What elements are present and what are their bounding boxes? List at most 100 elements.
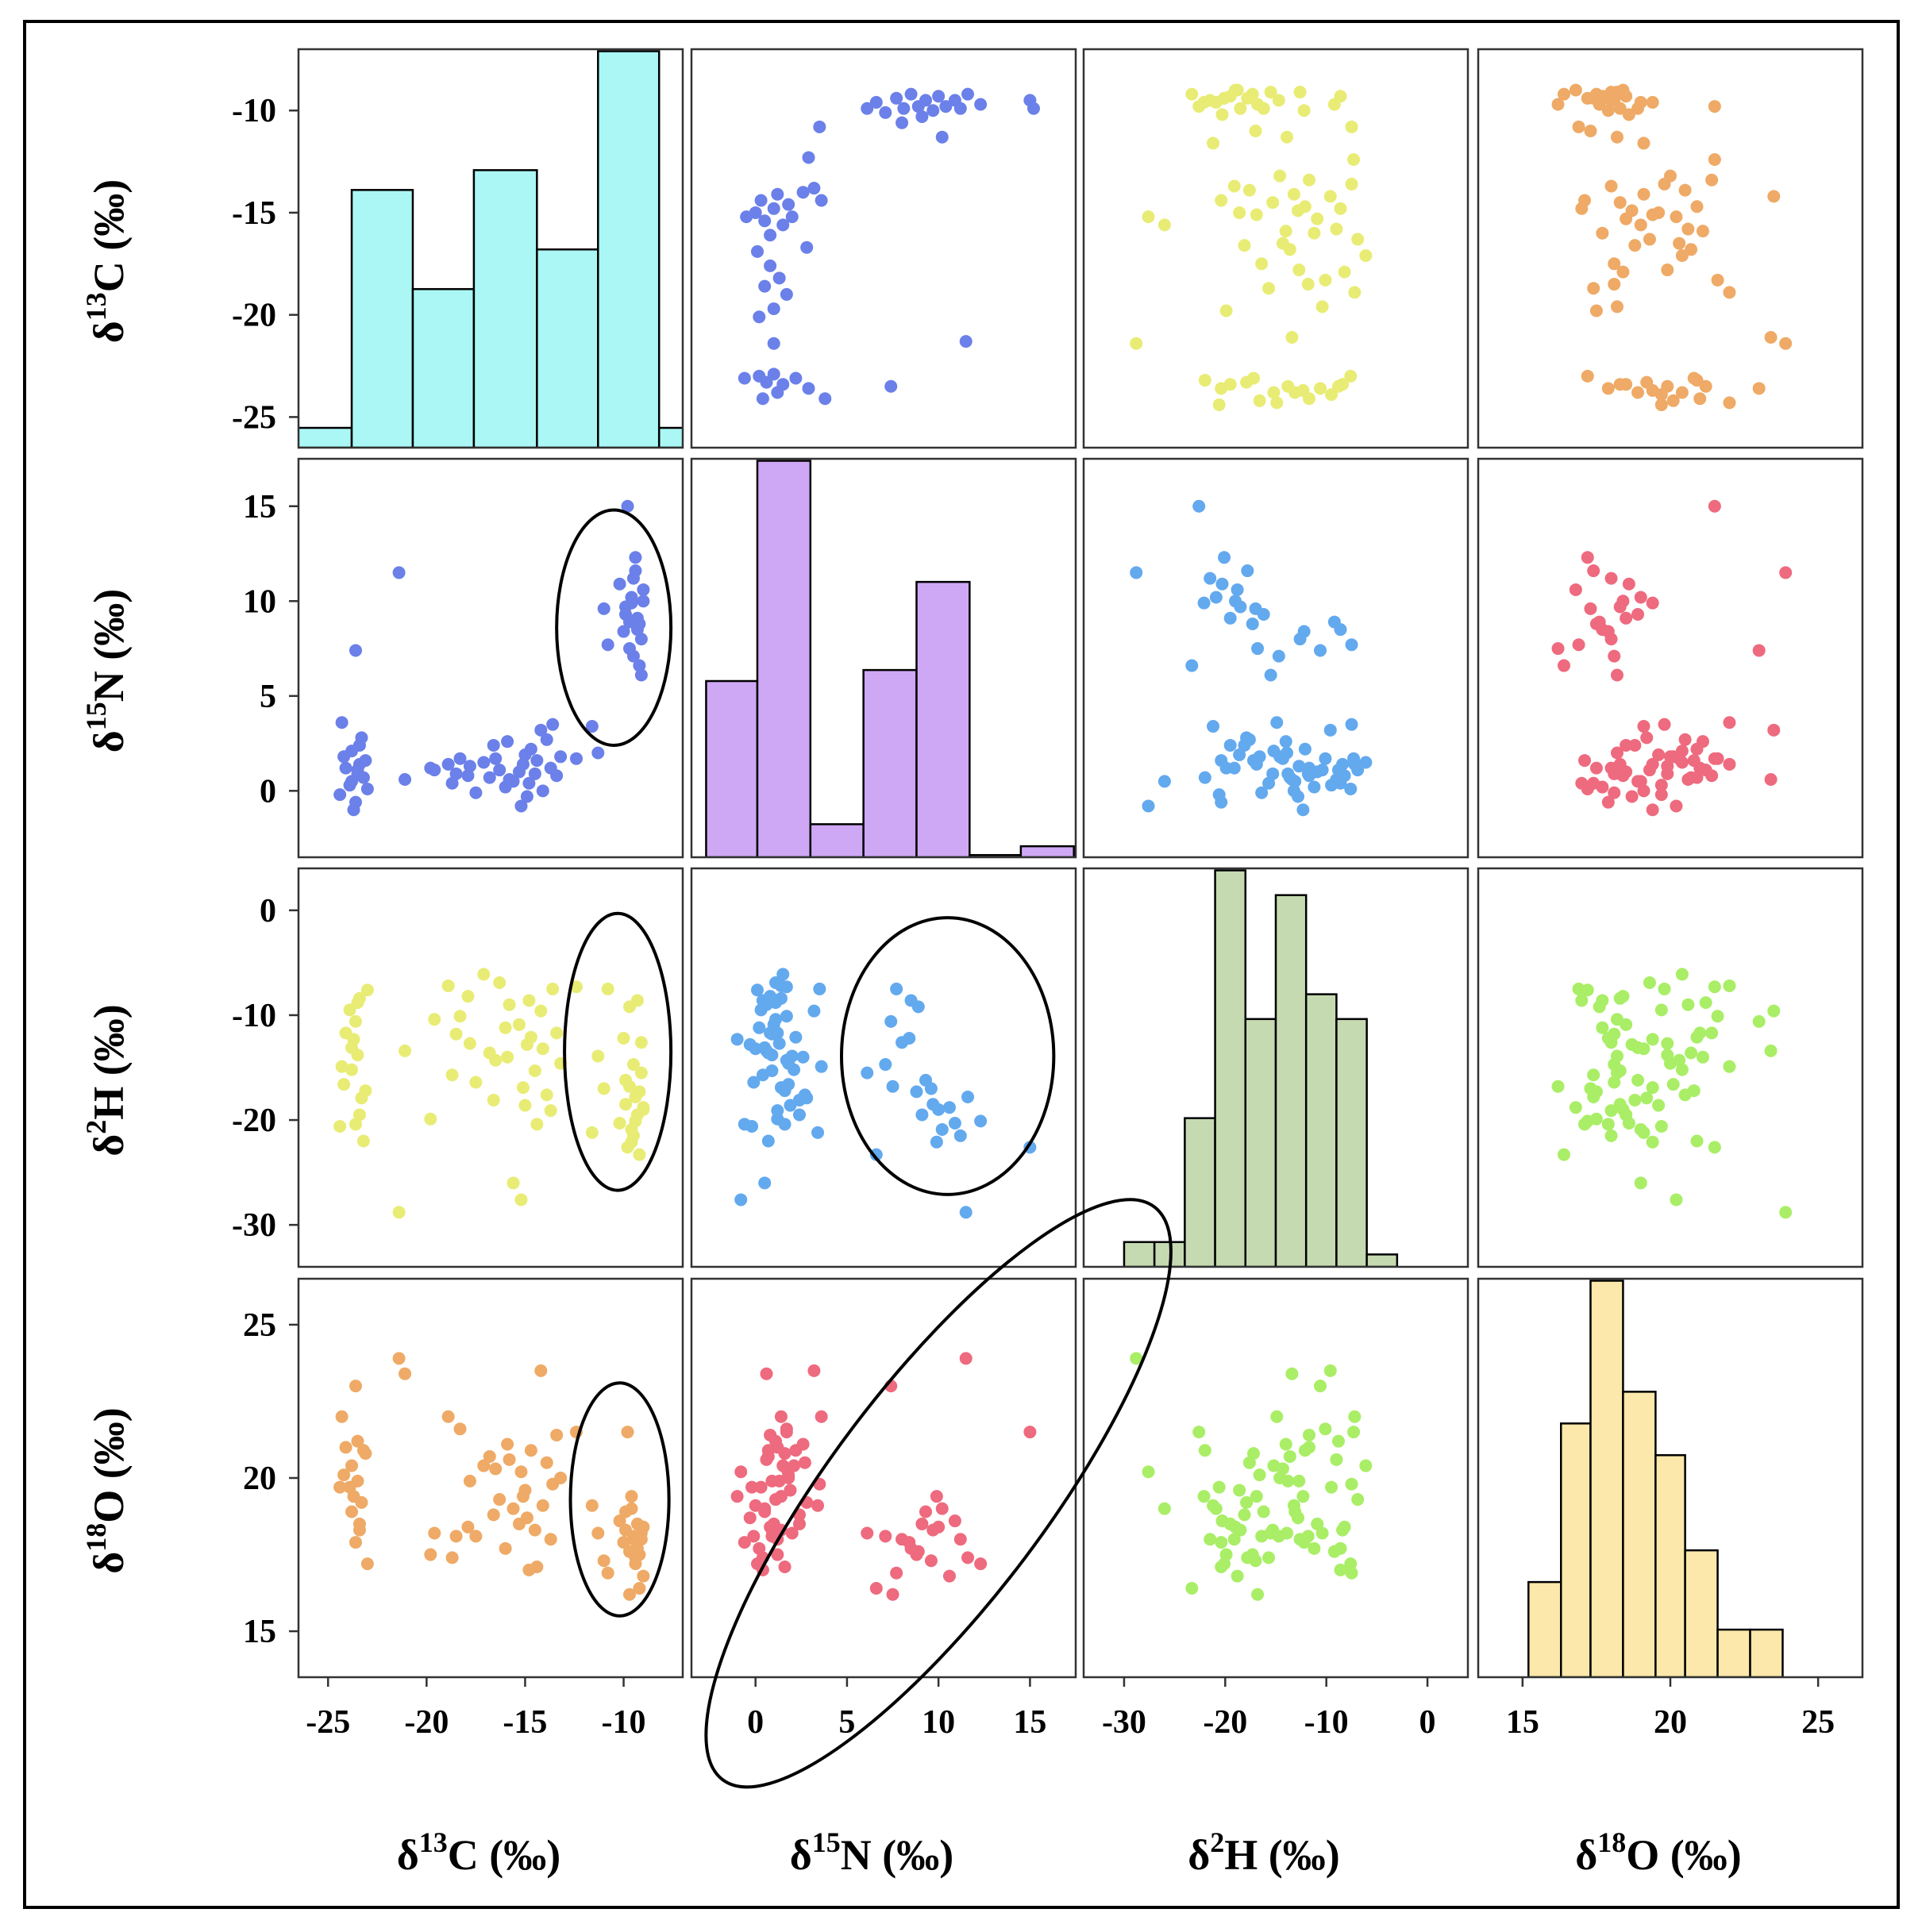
data-point [1652, 1099, 1666, 1112]
data-point [1705, 769, 1719, 783]
panel-content [738, 87, 1040, 406]
data-point [540, 1456, 553, 1469]
panel-frame [297, 48, 684, 449]
data-point [750, 983, 764, 997]
data-point [477, 756, 491, 769]
data-point [424, 1548, 437, 1561]
y-tick-label: 25 [243, 1307, 276, 1344]
data-point [1625, 1037, 1639, 1051]
data-point [1197, 596, 1211, 610]
data-point [890, 91, 903, 105]
data-point [1276, 1462, 1289, 1476]
data-point [1192, 1426, 1206, 1439]
data-point [352, 1108, 366, 1122]
data-point [1296, 803, 1310, 817]
row-axis-label-C: δ13C (‰) [80, 179, 133, 344]
data-point [633, 1582, 646, 1595]
data-point [617, 625, 630, 638]
data-point [528, 1064, 541, 1077]
data-point [919, 1505, 933, 1518]
data-point [1351, 764, 1365, 777]
data-point [761, 1046, 775, 1060]
data-point [904, 994, 918, 1007]
data-point [774, 1081, 788, 1095]
data-point [1557, 1148, 1570, 1161]
data-point [546, 982, 560, 995]
data-point [753, 1541, 766, 1555]
data-point [1666, 394, 1680, 407]
data-point [516, 757, 530, 771]
data-point [1625, 204, 1639, 217]
data-point [1264, 86, 1277, 99]
data-point [861, 1526, 874, 1540]
data-point [1572, 982, 1585, 995]
data-point [1185, 87, 1199, 101]
y-tick-label: -25 [232, 399, 276, 436]
data-point [807, 1004, 821, 1018]
panel-H-vs-H [1082, 867, 1469, 1268]
data-point [501, 1437, 514, 1451]
data-point [1344, 1557, 1358, 1571]
data-point [1631, 1073, 1645, 1087]
data-point [1287, 1499, 1300, 1512]
data-point [879, 1058, 892, 1072]
data-point [501, 1050, 514, 1064]
data-point [1233, 748, 1246, 761]
data-point [1673, 237, 1686, 250]
data-point [351, 996, 364, 1010]
data-point [1640, 1091, 1654, 1105]
data-point [1262, 1551, 1276, 1564]
data-point [1292, 790, 1305, 803]
data-point [339, 1441, 352, 1454]
data-point [1347, 153, 1361, 167]
data-point [1622, 577, 1635, 591]
y-tick-label: -20 [232, 1103, 276, 1139]
cluster-ellipse [568, 1381, 671, 1618]
data-point [345, 1505, 359, 1518]
data-point [1319, 1422, 1332, 1436]
data-point [1637, 784, 1650, 798]
x-tick-label: -20 [1203, 1704, 1247, 1741]
panel-C-vs-C [297, 48, 684, 449]
data-point [1311, 1517, 1324, 1530]
panel-frame [690, 48, 1077, 449]
data-point [754, 1480, 768, 1494]
data-point [813, 120, 826, 133]
y-tick-label: 0 [260, 893, 276, 929]
data-point [1297, 104, 1311, 117]
data-point [601, 982, 614, 995]
data-point [1215, 577, 1229, 591]
data-point [897, 102, 911, 115]
data-point [1705, 173, 1719, 187]
data-point [761, 1134, 775, 1148]
panel-content [1551, 968, 1793, 1219]
data-point [1198, 1444, 1211, 1457]
histogram-bar [1123, 1241, 1156, 1267]
data-point [359, 754, 372, 768]
data-point [1285, 1367, 1299, 1380]
data-point [767, 302, 780, 315]
data-point [1687, 371, 1701, 385]
panel-content [299, 50, 683, 448]
data-point [463, 760, 476, 773]
data-point [352, 738, 366, 752]
x-tick-label: -10 [1304, 1704, 1349, 1741]
data-point [1723, 396, 1736, 410]
panel-content [1130, 83, 1373, 411]
data-point [1589, 87, 1603, 101]
panel-frame [1082, 867, 1469, 1268]
data-point [1646, 95, 1659, 109]
column-axis-label-O: δ18O (‰) [1575, 1826, 1742, 1879]
panel-content [730, 968, 1037, 1219]
panel-frame [297, 867, 684, 1268]
x-tick-label: 20 [1654, 1704, 1687, 1741]
data-point [445, 1551, 459, 1564]
data-point [1646, 757, 1659, 771]
data-point [1198, 374, 1211, 387]
data-point [1266, 196, 1280, 210]
data-point [1628, 1093, 1642, 1106]
data-point [1212, 398, 1226, 411]
panel-C-vs-H [1082, 48, 1469, 449]
data-point [1690, 200, 1704, 214]
